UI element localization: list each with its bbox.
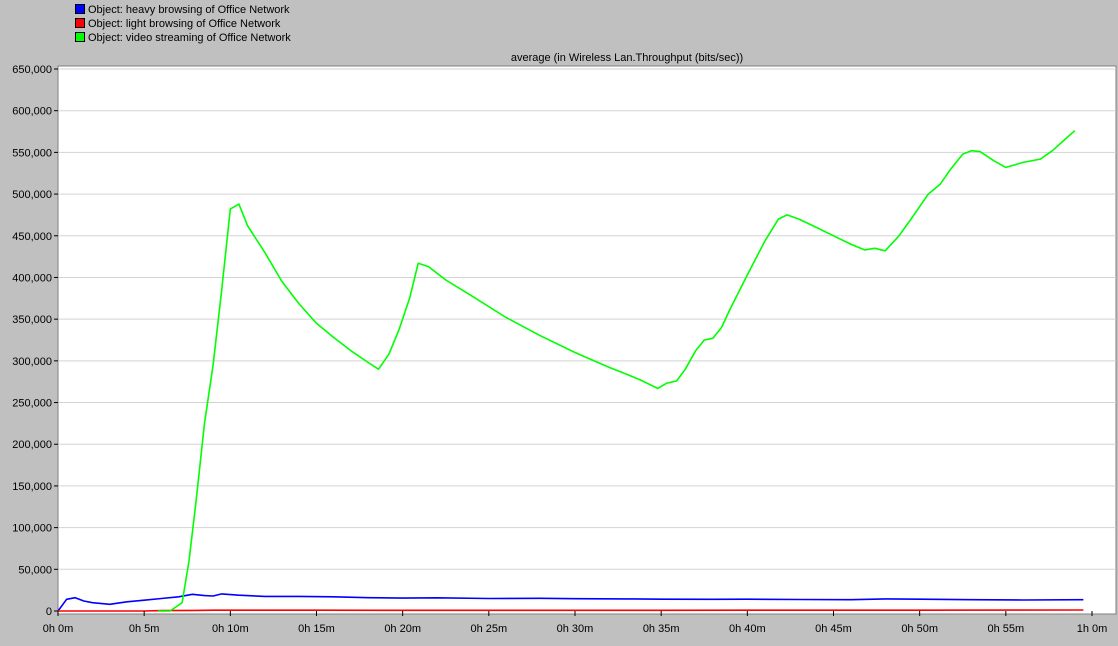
series-line-0 xyxy=(57,593,1084,612)
legend-label: Object: video streaming of Office Networ… xyxy=(88,32,291,44)
y-tick-label: 450,000 xyxy=(12,231,52,243)
y-tick-label: 650,000 xyxy=(12,64,52,76)
legend-item-heavy-browsing: Object: heavy browsing of Office Network xyxy=(75,3,290,17)
x-tick-label: 0h 45m xyxy=(815,623,852,635)
x-tick-label: 1h 0m xyxy=(1077,623,1108,635)
y-tick-label: 0 xyxy=(46,606,52,618)
chart-title: average (in Wireless Lan.Throughput (bit… xyxy=(511,52,743,64)
legend-item-video-streaming: Object: video streaming of Office Networ… xyxy=(75,31,291,45)
x-axis: 0h 0m 0h 5m 0h 10m 0h 15m 0h 20m 0h 25m 0h 30m… xyxy=(43,611,1108,635)
x-tick-label: 0h 5m xyxy=(129,623,160,635)
x-tick-label: 0h 10m xyxy=(212,623,249,635)
legend-label: Object: heavy browsing of Office Network xyxy=(88,4,290,16)
legend-swatch-blue xyxy=(75,4,85,14)
chart-legend: Object: heavy browsing of Office Network… xyxy=(0,0,1118,64)
y-tick-label: 100,000 xyxy=(12,523,52,535)
x-tick-label: 0h 15m xyxy=(298,623,335,635)
x-tick-label: 0h 40m xyxy=(729,623,766,635)
x-tick-label: 0h 20m xyxy=(384,623,421,635)
y-tick-label: 150,000 xyxy=(12,481,52,493)
y-tick-label: 250,000 xyxy=(12,398,52,410)
y-tick-label: 500,000 xyxy=(12,189,52,201)
grid-lines xyxy=(59,68,1116,570)
y-tick-label: 50,000 xyxy=(18,564,52,576)
series-line-1 xyxy=(58,609,1084,612)
y-tick-label: 550,000 xyxy=(12,147,52,159)
y-axis: 0 50,000 100,000 150,000 200,000 250,000 300,0… xyxy=(12,64,58,618)
legend-item-light-browsing: Object: light browsing of Office Network xyxy=(75,17,280,31)
series-lines xyxy=(57,130,1084,612)
y-tick-label: 350,000 xyxy=(12,314,52,326)
x-tick-label: 0h 25m xyxy=(470,623,507,635)
x-tick-label: 0h 55m xyxy=(987,623,1024,635)
x-tick-label: 0h 50m xyxy=(901,623,938,635)
x-tick-label: 0h 30m xyxy=(557,623,594,635)
legend-label: Object: light browsing of Office Network xyxy=(88,18,281,30)
x-tick-label: 0h 35m xyxy=(643,623,680,635)
y-tick-label: 400,000 xyxy=(12,272,52,284)
y-tick-label: 200,000 xyxy=(12,439,52,451)
legend-swatch-red xyxy=(75,18,85,28)
series-line-2 xyxy=(158,130,1076,612)
y-tick-label: 600,000 xyxy=(12,106,52,118)
legend-swatch-green xyxy=(75,32,85,42)
x-tick-label: 0h 0m xyxy=(43,623,74,635)
plot-area xyxy=(57,65,1117,615)
y-tick-label: 300,000 xyxy=(12,356,52,368)
